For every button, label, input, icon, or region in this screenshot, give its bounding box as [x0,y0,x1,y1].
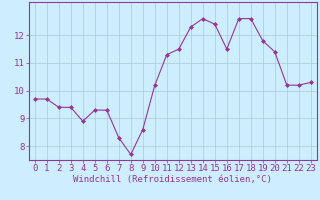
X-axis label: Windchill (Refroidissement éolien,°C): Windchill (Refroidissement éolien,°C) [73,175,272,184]
